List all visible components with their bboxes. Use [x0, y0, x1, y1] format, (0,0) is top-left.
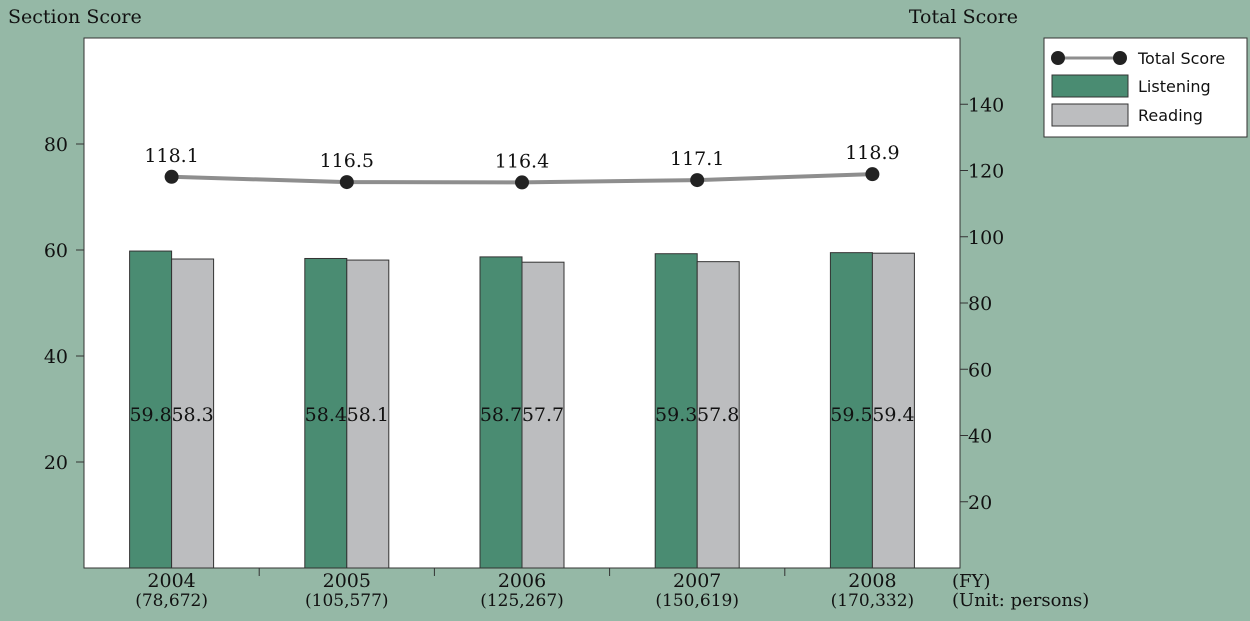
bar-reading [871, 252, 915, 569]
right-axis-tick-label: 100 [968, 227, 1004, 249]
right-axis-tick-label: 120 [968, 161, 1004, 183]
bar-value-label-listening: 59.3 [655, 404, 697, 426]
right-axis-tick-label: 140 [968, 94, 1004, 116]
x-axis-category-sublabel: (105,577) [305, 591, 389, 611]
right-axis-tick-label: 40 [968, 426, 992, 448]
bar-reading [696, 261, 740, 569]
total-score-point [339, 175, 354, 190]
legend-label-reading: Reading [1138, 106, 1203, 125]
total-score-value-label: 116.4 [495, 150, 549, 172]
left-axis-tick-label: 20 [44, 452, 68, 474]
bar-listening [654, 253, 698, 569]
total-score-value-label: 116.5 [320, 150, 374, 172]
bar-listening [829, 252, 873, 569]
x-axis-category-label: 2008 [848, 570, 896, 592]
bar-listening [304, 257, 348, 569]
legend: Total Score Listening Reading [1043, 37, 1248, 138]
x-axis-category-sublabel: (150,619) [655, 591, 739, 611]
bars: 59.8 58.3 58.4 58.1 58.7 57.7 59.3 57.8 59.5 59.4 [129, 250, 915, 569]
bar-value-label-listening: 59.5 [830, 404, 872, 426]
total-score-point [690, 173, 705, 188]
legend-swatch-listening [1051, 74, 1129, 98]
total-score-value-label: 118.1 [144, 145, 198, 167]
right-axis-tick-label: 80 [968, 293, 992, 315]
left-axis-tick-label: 80 [44, 134, 68, 156]
bar-value-label-reading: 58.3 [171, 404, 213, 426]
x-axis-unit-label: (Unit: persons) [952, 590, 1089, 611]
total-score-value-label: 118.9 [845, 142, 899, 164]
left-axis-title: Section Score [8, 6, 142, 28]
x-axis-category-sublabel: (125,267) [480, 591, 564, 611]
bar-value-label-reading: 59.4 [872, 404, 914, 426]
bar-reading [346, 259, 390, 569]
total-score-value-label: 117.1 [670, 148, 724, 170]
x-axis-category-label: 2004 [147, 570, 195, 592]
bar-reading [171, 258, 215, 569]
total-score-point [164, 169, 179, 184]
legend-marker-right [1113, 51, 1127, 65]
right-axis-tick-label: 60 [968, 359, 992, 381]
legend-swatch-reading [1051, 103, 1129, 127]
legend-label-total-score: Total Score [1137, 49, 1225, 68]
total-score-line: 118.1 116.5 116.4 117.1 118.9 [144, 142, 900, 190]
bar-reading [521, 261, 565, 569]
bar-value-label-listening: 59.8 [129, 404, 171, 426]
legend-label-listening: Listening [1138, 77, 1211, 96]
bar-value-label-listening: 58.7 [480, 404, 522, 426]
left-axis-tick-label: 60 [44, 240, 68, 262]
total-score-point [865, 167, 880, 182]
x-axis-category-label: 2007 [673, 570, 721, 592]
x-axis-category-label: 2006 [498, 570, 546, 592]
right-axis-title: Total Score [909, 6, 1018, 28]
x-axis-category-label: 2005 [323, 570, 371, 592]
x-axis-label: (FY) [952, 571, 990, 592]
right-axis: 20 40 60 80 100 120 140 [960, 94, 1004, 514]
bar-value-label-reading: 58.1 [347, 404, 389, 426]
left-axis: 20 40 60 80 [44, 134, 84, 474]
x-axis: 2004(78,672) 2005(105,577) 2006(125,267) 20… [135, 568, 914, 611]
bar-value-label-listening: 58.4 [305, 404, 347, 426]
legend-marker-left [1051, 51, 1065, 65]
x-axis-category-sublabel: (170,332) [831, 591, 915, 611]
total-score-point [515, 175, 529, 190]
bar-value-label-reading: 57.7 [522, 404, 564, 426]
left-axis-tick-label: 40 [44, 346, 68, 368]
x-axis-category-sublabel: (78,672) [135, 591, 208, 611]
bar-value-label-reading: 57.8 [697, 404, 739, 426]
right-axis-tick-label: 20 [968, 492, 992, 514]
